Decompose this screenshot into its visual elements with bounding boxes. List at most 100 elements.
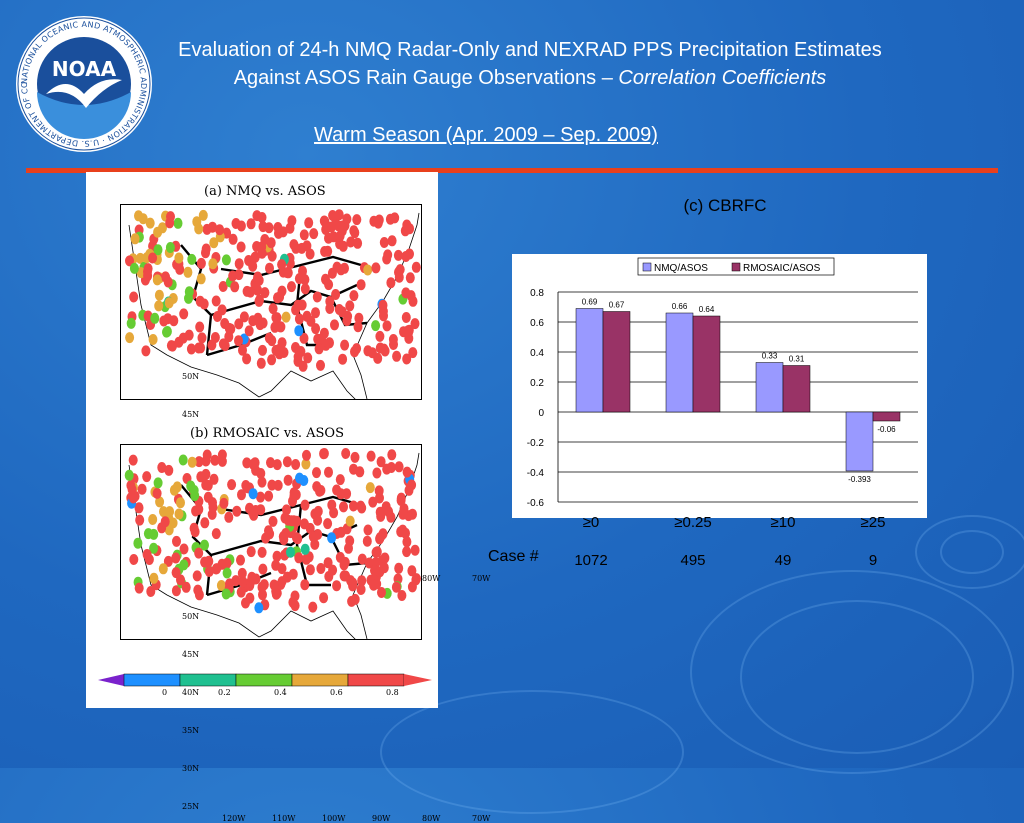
station-dot	[197, 332, 207, 344]
station-dot	[403, 325, 413, 337]
lat-label: 30N	[182, 764, 200, 773]
station-dot	[152, 487, 162, 499]
station-dot	[338, 240, 348, 252]
station-dot	[312, 467, 321, 479]
station-dot	[285, 222, 295, 234]
station-dot	[365, 482, 375, 494]
lon-label: 100W	[322, 814, 346, 823]
station-dot	[386, 462, 396, 473]
station-dot	[375, 532, 385, 544]
station-dot	[221, 588, 231, 600]
title-line-2: Against ASOS Rain Gauge Observations – C…	[60, 64, 1000, 92]
station-dot	[343, 310, 353, 322]
station-dot	[302, 310, 312, 322]
legend-swatch	[731, 262, 741, 272]
lat-label: 50N	[182, 612, 200, 621]
station-dot	[408, 508, 417, 520]
station-dot	[368, 496, 378, 508]
station-dot	[257, 546, 267, 558]
station-dot	[157, 462, 167, 473]
station-dot	[342, 213, 352, 225]
station-dot	[194, 547, 204, 559]
station-dot	[222, 567, 232, 579]
station-dot	[184, 286, 194, 298]
station-dot	[316, 485, 326, 496]
station-dot	[316, 359, 325, 371]
station-dot	[169, 484, 179, 496]
station-dot	[339, 570, 349, 582]
station-dot	[300, 579, 310, 591]
accent-rule	[26, 168, 998, 173]
station-dot	[257, 212, 267, 223]
station-dot	[382, 320, 392, 332]
station-dot	[336, 526, 346, 538]
station-dots	[124, 448, 421, 614]
colorbar-segment	[179, 673, 237, 687]
station-dot	[291, 342, 300, 353]
lat-label: 35N	[182, 726, 200, 735]
station-dot	[204, 566, 214, 577]
station-dot	[256, 491, 265, 503]
station-dot	[375, 506, 385, 518]
data-label: 0.33	[762, 352, 778, 361]
station-dot	[340, 339, 350, 351]
station-dot	[349, 500, 358, 512]
station-dot	[287, 515, 296, 527]
station-dot	[370, 565, 379, 577]
station-dot	[251, 505, 261, 516]
legend-swatch	[642, 262, 652, 272]
station-dot	[208, 501, 218, 513]
station-dot	[394, 562, 404, 574]
station-dot	[281, 528, 291, 539]
map-a-title: (a) NMQ vs. ASOS	[204, 184, 326, 199]
station-dot	[378, 305, 388, 317]
station-dot	[320, 246, 330, 257]
legend-label: NMQ/ASOS	[654, 263, 708, 274]
station-dot	[200, 539, 209, 551]
station-dot	[319, 448, 329, 459]
bar	[872, 411, 901, 422]
station-dot	[301, 458, 311, 470]
station-dot	[345, 515, 355, 527]
station-dot	[283, 474, 293, 486]
station-dot	[375, 492, 384, 504]
station-dot	[266, 457, 275, 469]
station-dot	[401, 287, 411, 299]
station-dot	[176, 497, 185, 509]
station-dot	[208, 221, 217, 233]
station-dot	[242, 353, 252, 365]
station-dot	[319, 592, 329, 604]
station-dot	[396, 526, 406, 538]
station-dot	[305, 248, 315, 260]
bar	[845, 411, 874, 472]
station-dot	[293, 533, 303, 545]
colorbar-arrow-right	[404, 674, 432, 686]
station-dot	[373, 217, 383, 229]
station-dot	[407, 581, 417, 593]
station-dot	[196, 273, 206, 285]
colorbar-segment	[123, 673, 181, 687]
station-dot	[201, 468, 211, 480]
station-dot	[143, 528, 153, 540]
data-label: 0.67	[609, 301, 625, 310]
chart-legend: NMQ/ASOS RMOSAIC/ASOS	[637, 257, 835, 276]
station-dot	[196, 257, 206, 269]
colorbar	[98, 673, 432, 687]
station-dot	[332, 261, 342, 273]
station-dot	[145, 217, 155, 229]
station-dot	[248, 260, 258, 272]
station-dot	[138, 213, 148, 225]
station-dot	[375, 330, 385, 342]
lon-label: 120W	[222, 814, 246, 823]
y-tick-label: -0.6	[527, 498, 545, 509]
station-dot	[198, 209, 208, 221]
station-dot	[221, 254, 231, 266]
station-dot	[325, 303, 335, 314]
station-dot	[385, 213, 395, 225]
station-dot	[248, 315, 258, 327]
station-dot	[287, 281, 296, 293]
station-dot	[264, 490, 274, 502]
station-dot	[153, 244, 163, 256]
station-dot	[125, 332, 135, 344]
station-dot	[238, 576, 248, 588]
